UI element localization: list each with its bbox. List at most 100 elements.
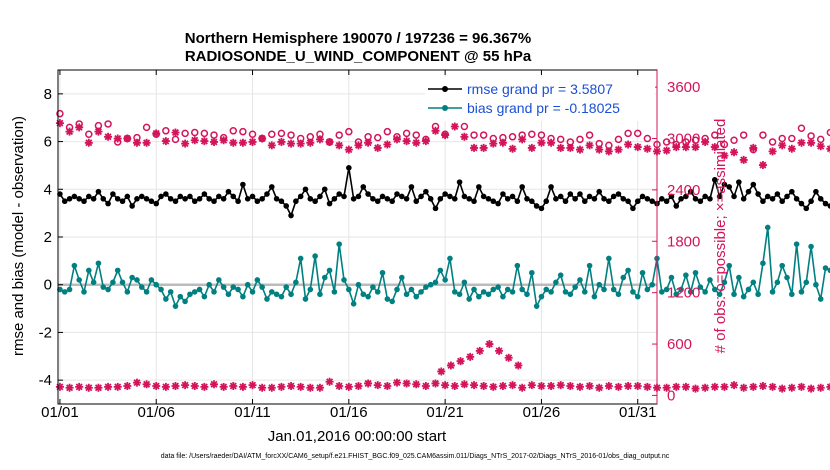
bias-point [389,298,395,305]
rmse-point [504,196,511,202]
rmse-point [379,193,386,200]
rmse-point [355,193,362,200]
rmse-point [413,198,420,205]
bias-point [119,279,126,286]
assimilated-obs-point [219,136,228,145]
assimilated-obs-point [383,140,392,149]
bias-point [822,265,829,271]
assimilated-obs-low-point [787,383,796,392]
assimilated-obs-point [296,139,305,148]
rmse-point [259,196,265,202]
y-right-tick-label: 1200 [667,285,700,302]
rmse-point [384,196,391,202]
rmse-point [519,184,525,190]
rmse-point [644,196,651,202]
bias-point [533,303,540,309]
assimilated-obs-point [94,127,103,136]
assimilated-obs-point [826,144,830,153]
assimilated-obs-low-point [498,382,507,391]
possible-obs-point [585,131,594,139]
bias-point [447,255,453,262]
bias-point [134,277,140,283]
rmse-point [302,186,309,193]
assimilated-obs-point [65,127,74,136]
assimilated-obs-low-point [267,383,276,392]
y-right-tick-label: 0 [667,387,675,404]
rmse-point [90,196,97,202]
bias-point [500,293,506,300]
rmse-point [350,196,357,202]
rmse-point [736,179,742,185]
rmse-point [514,198,521,205]
bias-point [76,277,82,283]
rmse-point [745,188,752,195]
rmse-point [553,196,559,202]
possible-obs-point [759,131,767,139]
assimilated-obs-low-point [730,381,739,390]
rmse-point [731,193,737,200]
bias-point [480,289,487,295]
assimilated-obs-low-point [402,379,411,388]
x-tick-label: 01/16 [330,404,368,421]
assimilated-obs-ramp-point [504,353,513,362]
rmse-point [577,191,583,197]
rmse-point [254,198,261,205]
bias-point [61,289,68,295]
assimilated-obs-point [161,137,170,146]
assimilated-obs-low-point [161,382,170,391]
bias-point [71,262,78,269]
rmse-point [196,196,203,202]
rmse-point [562,198,569,205]
possible-obs-point [142,123,151,132]
bias-point [581,289,588,295]
assimilated-obs-point [123,134,132,143]
rmse-point [326,200,333,207]
rmse-line [59,167,830,218]
assimilated-obs-low-point [277,382,286,391]
rmse-point [784,193,790,200]
assimilated-obs-point [739,155,748,164]
possible-obs-point [711,131,719,139]
assimilated-obs-low-point [479,382,488,391]
assimilated-obs-low-point [624,382,633,391]
bias-point [702,289,708,295]
possible-obs-point [528,130,536,138]
assimilated-obs-low-point [75,382,84,391]
rmse-point [456,179,463,185]
assimilated-obs-point [402,137,411,146]
assimilated-obs-point [354,141,363,150]
bias-point [66,286,73,293]
bias-point [268,289,275,295]
assimilated-obs-low-point [315,383,324,392]
bias-point [692,269,699,276]
assimilated-obs-point [267,141,276,150]
bias-point [158,286,164,293]
rmse-point [557,193,564,200]
rmse-point [668,193,675,200]
assimilated-obs-low-point [556,381,565,390]
assimilated-obs-low-point [604,382,613,391]
assimilated-obs-point [720,151,729,160]
assimilated-obs-low-point [450,382,459,391]
assimilated-obs-low-point [219,382,228,391]
possible-obs-point [797,124,806,132]
possible-obs-point [345,127,353,136]
assimilated-obs-point [672,143,681,152]
bias-point [769,289,776,295]
assimilated-obs-point [547,138,556,147]
rmse-point [86,193,92,200]
bias-point [495,284,501,290]
assimilated-obs-point [797,138,806,147]
x-tick-label: 01/31 [619,404,657,421]
rmse-point [630,205,636,212]
possible-obs-point [460,122,469,131]
assimilated-obs-point [816,142,825,151]
bias-point [201,293,208,300]
rmse-point [71,193,78,200]
assimilated-obs-point [758,161,767,170]
assimilated-obs-point [325,137,334,146]
rmse-point [500,191,506,197]
assimilated-obs-low-point [152,382,161,391]
possible-obs-point [56,109,64,118]
possible-obs-point [807,132,815,140]
